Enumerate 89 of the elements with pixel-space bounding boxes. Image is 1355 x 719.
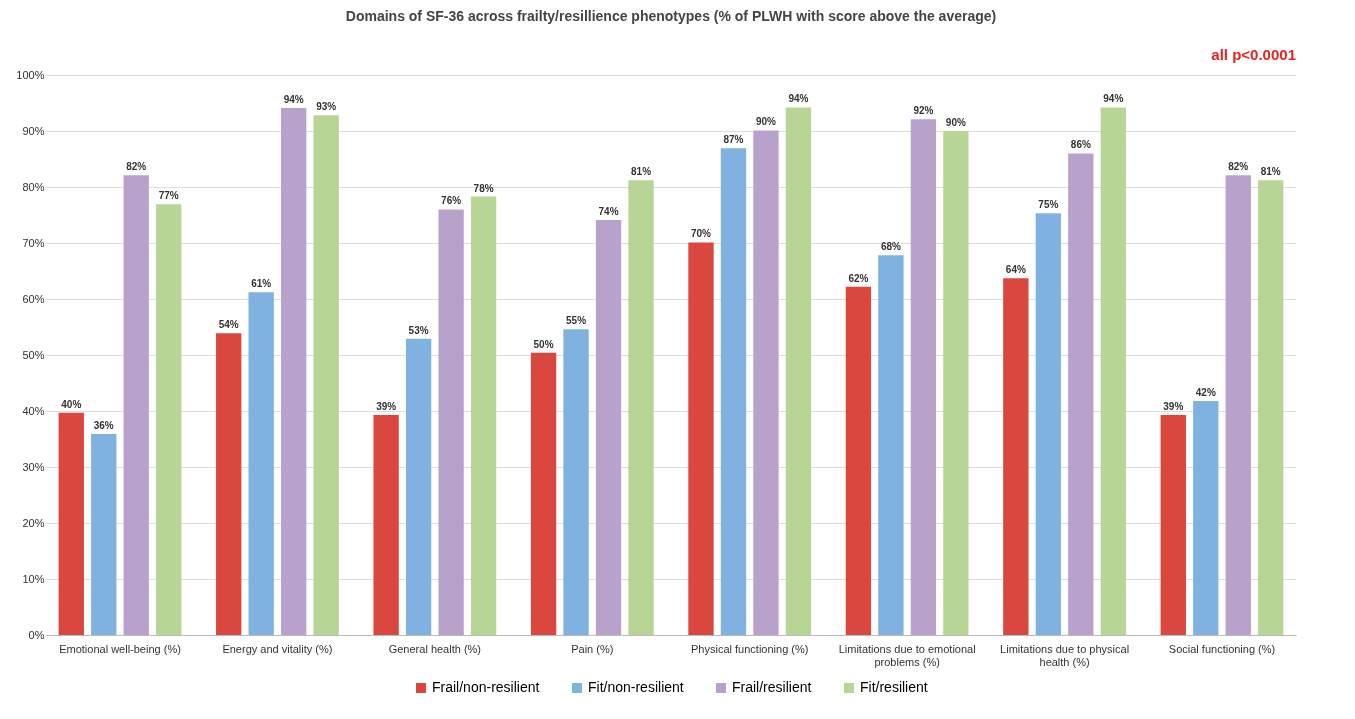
bar (753, 130, 779, 635)
legend-label: Frail/non-resilient (432, 679, 540, 695)
x-tick-label: General health (%) (388, 642, 482, 655)
data-label: 87% (723, 134, 744, 146)
data-label: 54% (218, 319, 239, 331)
bar (1003, 278, 1029, 635)
y-tick-label: 40% (22, 404, 45, 417)
data-label: 94% (788, 93, 809, 105)
y-tick-label: 0% (28, 628, 45, 641)
data-label: 77% (158, 190, 179, 202)
y-tick-label: 100% (16, 68, 45, 81)
bar (58, 412, 84, 635)
bar (1160, 414, 1186, 635)
x-tick-label: Physical functioning (%) (691, 642, 809, 655)
data-label: 94% (283, 94, 304, 106)
data-label: 55% (566, 315, 587, 327)
data-label: 64% (1005, 264, 1026, 276)
x-tick-label: Limitations due to emotional problems (%) (838, 642, 976, 668)
data-label: 68% (880, 241, 902, 253)
bar (845, 286, 872, 635)
data-label: 82% (126, 161, 147, 173)
legend-label: Fit/resilient (860, 679, 928, 695)
y-tick-label: 80% (22, 180, 45, 193)
bar (720, 148, 747, 635)
data-label: 78% (473, 182, 494, 194)
data-label: 81% (1260, 166, 1281, 178)
bar (281, 108, 307, 635)
data-label: 90% (755, 116, 777, 128)
data-label: 82% (1228, 161, 1249, 173)
y-tick-label: 70% (22, 236, 45, 249)
bar (1258, 180, 1284, 635)
data-label: 36% (93, 419, 114, 431)
data-label: 50% (533, 338, 554, 350)
y-tick-label: 30% (22, 460, 45, 473)
bar (1193, 400, 1219, 635)
bar (530, 352, 557, 635)
bar (1100, 107, 1126, 635)
chart-title: Domains of SF-36 across frailty/resillience phenotypes (% of PLWH with score above the average) (345, 8, 997, 24)
y-tick-label: 90% (22, 124, 45, 137)
bar (910, 119, 937, 635)
bar (628, 180, 654, 635)
bar (878, 255, 904, 635)
bar (943, 131, 969, 635)
data-label: 93% (316, 101, 337, 113)
bar (1035, 213, 1061, 635)
bar (595, 220, 622, 635)
data-label: 61% (251, 278, 272, 290)
data-label: 74% (598, 206, 619, 218)
bar (1225, 175, 1251, 635)
x-tick-label: Pain (%) (571, 642, 614, 655)
data-label: 42% (1195, 386, 1216, 398)
data-label: 40% (61, 398, 82, 410)
legend-label: Fit/non-resilient (588, 679, 684, 695)
data-label: 90% (945, 117, 966, 128)
data-label: 39% (376, 400, 397, 412)
data-label: 53% (408, 324, 429, 336)
x-tick-label: Emotional well-being (%) (59, 642, 181, 655)
legend-label: Frail/resilient (732, 679, 812, 695)
text: all p<0.0001 (1211, 46, 1296, 63)
x-tick-label: Limitations due to physical health (%) (1000, 642, 1130, 668)
data-label: 86% (1070, 139, 1091, 151)
bar (248, 292, 274, 635)
bar (123, 175, 149, 635)
y-tick-label: 60% (22, 292, 45, 305)
bar (1068, 153, 1094, 635)
data-label: 94% (1103, 93, 1124, 105)
data-label: 62% (848, 272, 869, 284)
bar (373, 414, 399, 635)
y-tick-label: 10% (22, 572, 45, 585)
bar (405, 338, 432, 635)
data-label: 70% (690, 228, 712, 240)
data-label: 76% (441, 195, 462, 207)
bar (91, 433, 117, 635)
bar (688, 242, 714, 635)
y-tick-label: 50% (22, 348, 45, 361)
bar (785, 107, 812, 635)
bar (313, 115, 339, 635)
x-tick-label: Energy and vitality (%) (222, 642, 333, 655)
data-label: 92% (913, 105, 934, 117)
bar (470, 196, 497, 635)
data-label: 39% (1163, 400, 1184, 412)
bar (438, 209, 464, 635)
bar (216, 333, 242, 635)
bar (563, 329, 589, 635)
y-tick-label: 20% (22, 516, 45, 529)
data-label: 75% (1038, 199, 1059, 211)
data-label: 81% (631, 166, 652, 178)
x-tick-label: Social functioning (%) (1168, 642, 1276, 655)
bar (156, 204, 182, 635)
